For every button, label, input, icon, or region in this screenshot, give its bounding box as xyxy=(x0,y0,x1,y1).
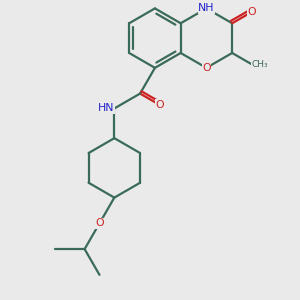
Text: CH₃: CH₃ xyxy=(251,60,268,69)
Text: NH: NH xyxy=(198,3,215,14)
Text: HN: HN xyxy=(98,103,114,113)
Text: O: O xyxy=(247,7,256,17)
Text: O: O xyxy=(155,100,164,110)
Text: O: O xyxy=(202,63,211,73)
Text: O: O xyxy=(95,218,104,228)
